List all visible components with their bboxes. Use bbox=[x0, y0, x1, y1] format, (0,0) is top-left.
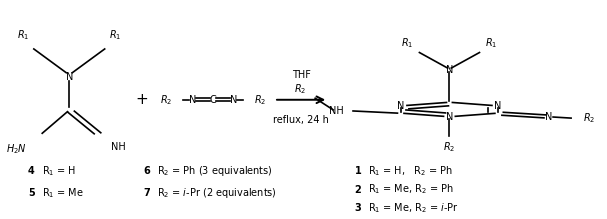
Text: THF: THF bbox=[291, 70, 311, 80]
Text: $R_2$: $R_2$ bbox=[583, 111, 595, 125]
Text: R$_1$ = Me, R$_2$ = Ph: R$_1$ = Me, R$_2$ = Ph bbox=[365, 183, 454, 196]
Text: $H_2N$: $H_2N$ bbox=[6, 142, 27, 156]
Text: R$_2$ = Ph (3 equivalents): R$_2$ = Ph (3 equivalents) bbox=[154, 164, 273, 178]
Text: 2: 2 bbox=[354, 184, 361, 194]
Text: N: N bbox=[66, 72, 73, 82]
Text: $R_1$: $R_1$ bbox=[16, 29, 29, 42]
Text: N: N bbox=[229, 95, 237, 105]
Text: 4: 4 bbox=[28, 166, 35, 176]
Text: N: N bbox=[446, 112, 453, 122]
Text: +: + bbox=[135, 92, 148, 107]
Text: $R_2$: $R_2$ bbox=[443, 141, 456, 154]
Text: NH: NH bbox=[329, 106, 344, 116]
Text: R$_2$ = $i$-Pr (2 equivalents): R$_2$ = $i$-Pr (2 equivalents) bbox=[154, 186, 277, 200]
Text: R$_1$ = Me, R$_2$ = $i$-Pr: R$_1$ = Me, R$_2$ = $i$-Pr bbox=[365, 201, 459, 215]
Text: NH: NH bbox=[111, 142, 126, 152]
Text: 5: 5 bbox=[28, 188, 35, 198]
Text: N: N bbox=[398, 101, 405, 111]
Text: N: N bbox=[189, 95, 196, 105]
Text: $R_1$: $R_1$ bbox=[486, 37, 498, 50]
Text: R$_1$ = Me: R$_1$ = Me bbox=[39, 186, 84, 200]
Text: $R_1$: $R_1$ bbox=[109, 29, 122, 42]
Text: 6: 6 bbox=[143, 166, 150, 176]
Text: N: N bbox=[545, 112, 552, 122]
Text: $R_2$: $R_2$ bbox=[254, 93, 266, 107]
Text: $R_2$: $R_2$ bbox=[294, 83, 306, 97]
Text: 1: 1 bbox=[354, 166, 361, 176]
Text: R$_1$ = H: R$_1$ = H bbox=[39, 164, 76, 178]
Text: $R_1$: $R_1$ bbox=[401, 37, 413, 50]
Text: reflux, 24 h: reflux, 24 h bbox=[273, 115, 329, 125]
Text: C: C bbox=[209, 95, 216, 105]
Text: N: N bbox=[446, 65, 453, 75]
Text: N: N bbox=[494, 101, 501, 111]
Text: 3: 3 bbox=[354, 203, 361, 213]
Text: R$_1$ = H,   R$_2$ = Ph: R$_1$ = H, R$_2$ = Ph bbox=[365, 164, 453, 178]
Text: 7: 7 bbox=[143, 188, 150, 198]
Text: $R_2$: $R_2$ bbox=[160, 93, 172, 107]
